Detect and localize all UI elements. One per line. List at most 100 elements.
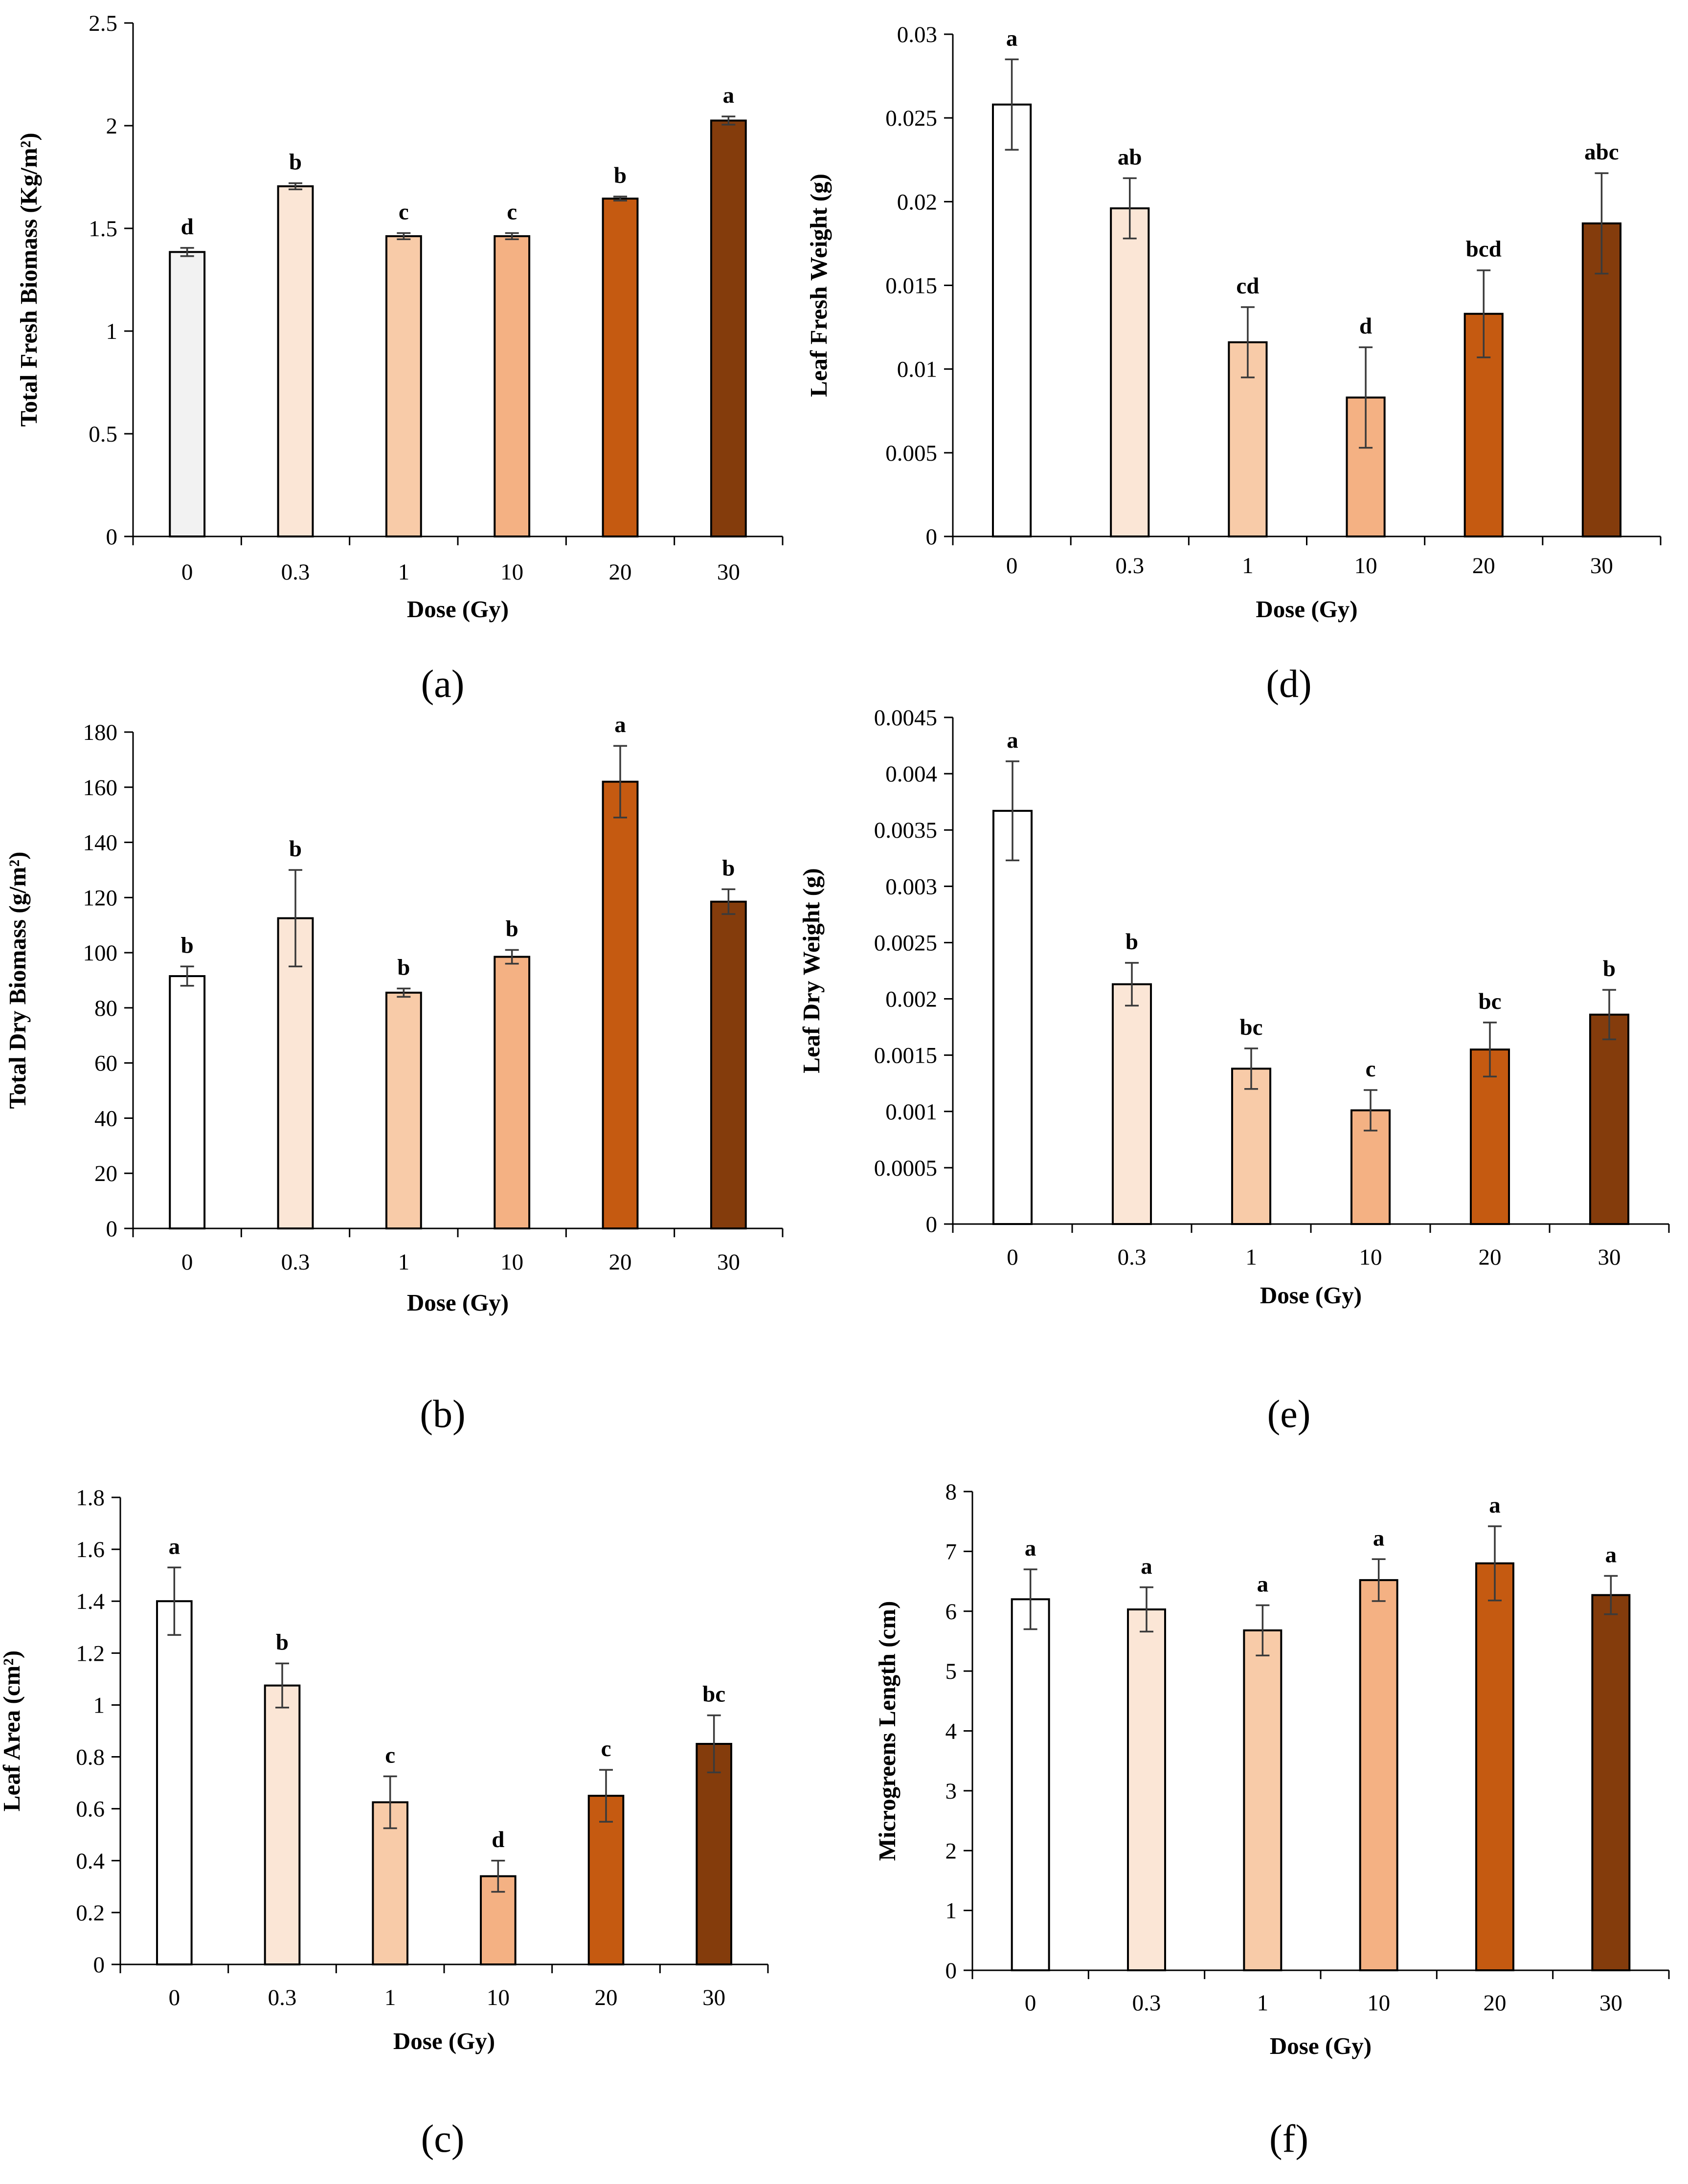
significance-label: d (1359, 313, 1372, 339)
bar (1243, 1629, 1283, 1971)
bar (1111, 983, 1152, 1226)
y-tick-label: 0 (93, 1952, 105, 1978)
error-bar (505, 949, 519, 965)
significance-label: d (181, 214, 194, 240)
significance-label: c (601, 1736, 611, 1761)
significance-label: c (385, 1742, 395, 1768)
bar (992, 810, 1033, 1225)
error-bar (1023, 1568, 1037, 1630)
y-tick-label: 180 (83, 720, 118, 745)
x-axis-title: Dose (Gy) (1260, 1282, 1362, 1309)
bar (710, 119, 747, 537)
x-tick-label: 0.3 (1118, 1245, 1147, 1270)
y-tick-label: 1 (93, 1693, 105, 1718)
panel-label: (a) (421, 663, 465, 706)
x-tick-label: 1 (1242, 553, 1254, 579)
y-axis-title: Microgreens Length (cm) (874, 1601, 900, 1861)
y-tick-label: 0.025 (885, 106, 937, 131)
x-tick-label: 1 (1257, 1990, 1269, 2016)
significance-label: b (289, 836, 302, 862)
y-tick-label: 1.4 (76, 1589, 105, 1614)
bar (494, 956, 531, 1229)
chart-panel-1: 0 0.5 1 1.5 2 2.5 d 0 b 0.3 c 1 c 10 b 20 a 30 Dose (Gy) To… (15, 11, 784, 706)
bar (372, 1801, 408, 1966)
panel-label: (f) (1269, 2117, 1308, 2161)
bar (385, 235, 422, 537)
error-bar (491, 1860, 505, 1893)
chart-panel-5: 0 0.2 0.4 0.6 0.8 1 1.2 1.4 1.6 1.8 a 0 b 0.3 c 1 d 10 c 20… (0, 1485, 769, 2161)
y-tick-label: 0.01 (897, 357, 937, 382)
error-bar (505, 232, 519, 241)
significance-label: bc (1240, 1015, 1263, 1040)
x-axis-title: Dose (Gy) (1256, 596, 1357, 623)
bar (169, 251, 206, 537)
bar (696, 1743, 732, 1966)
error-bar (707, 1714, 721, 1774)
x-tick-label: 0 (1025, 1990, 1036, 2016)
y-tick-label: 0.02 (897, 189, 937, 215)
x-tick-label: 10 (1367, 1990, 1390, 2016)
y-tick-label: 0.6 (76, 1797, 105, 1822)
y-tick-label: 0.8 (76, 1745, 105, 1770)
x-tick-label: 10 (1359, 1245, 1382, 1270)
y-tick-label: 0.0015 (874, 1043, 937, 1069)
significance-label: b (289, 150, 302, 175)
error-bar (1244, 1047, 1258, 1090)
x-axis-title: Dose (Gy) (407, 596, 509, 623)
y-tick-label: 0 (945, 1958, 957, 1983)
error-bar (397, 232, 411, 241)
significance-label: a (1007, 728, 1018, 753)
panel-label: (d) (1266, 663, 1311, 706)
x-tick-label: 0 (169, 1985, 180, 2010)
bar (277, 917, 314, 1229)
panel-label: (c) (421, 2117, 465, 2161)
y-axis-title: Total Dry Biomass (g/m²) (4, 851, 31, 1109)
significance-label: c (1366, 1056, 1376, 1082)
bar (264, 1684, 301, 1966)
x-tick-label: 10 (500, 559, 523, 585)
y-tick-label: 6 (945, 1599, 957, 1625)
x-tick-label: 20 (1479, 1245, 1502, 1270)
bar (1011, 1598, 1050, 1971)
y-tick-label: 60 (94, 1051, 117, 1076)
y-tick-label: 1.5 (89, 216, 117, 242)
y-tick-label: 20 (94, 1161, 117, 1186)
y-tick-label: 100 (83, 940, 118, 966)
x-tick-label: 30 (717, 559, 740, 585)
y-tick-label: 1.6 (76, 1537, 105, 1562)
y-axis-title: Leaf Dry Weight (g) (798, 868, 825, 1073)
x-tick-label: 30 (1598, 1245, 1621, 1270)
x-axis-title: Dose (Gy) (393, 2028, 495, 2054)
y-tick-label: 0.0045 (874, 705, 937, 731)
y-tick-label: 80 (94, 996, 117, 1021)
x-tick-label: 0 (181, 1249, 193, 1275)
x-tick-label: 20 (595, 1985, 618, 2010)
x-tick-label: 0 (1007, 1245, 1018, 1270)
significance-label: cd (1236, 273, 1259, 299)
bar (602, 198, 639, 538)
significance-label: a (1257, 1572, 1269, 1597)
error-bar (1256, 1604, 1270, 1657)
significance-label: d (492, 1827, 504, 1852)
x-tick-label: 0.3 (281, 1249, 310, 1275)
x-axis-title: Dose (Gy) (407, 1289, 509, 1316)
bar (1475, 1562, 1514, 1972)
x-tick-label: 0.3 (268, 1985, 297, 2010)
bar (494, 235, 531, 537)
bar (1110, 207, 1150, 537)
error-bar (383, 1775, 397, 1829)
bar (1231, 1068, 1272, 1225)
x-tick-label: 10 (487, 1985, 510, 2010)
chart-panel-4: 0 0.0005 0.001 0.0015 0.002 0.0025 0.003 0.0035… (798, 705, 1670, 1436)
significance-label: bcd (1466, 237, 1502, 262)
y-tick-label: 1.2 (76, 1641, 105, 1666)
panel-label: (b) (420, 1393, 465, 1436)
significance-label: a (614, 712, 626, 737)
error-bar (613, 196, 627, 202)
error-bar (1005, 58, 1019, 151)
x-tick-label: 20 (1472, 553, 1495, 579)
error-bar (613, 745, 627, 819)
y-tick-label: 2 (945, 1838, 957, 1864)
error-bar (1595, 172, 1609, 275)
chart-panel-3: 0 20 40 60 80 100 120 140 160 180 b 0 b 0.3 b 1 b 10 a 20 b 3… (4, 712, 784, 1436)
